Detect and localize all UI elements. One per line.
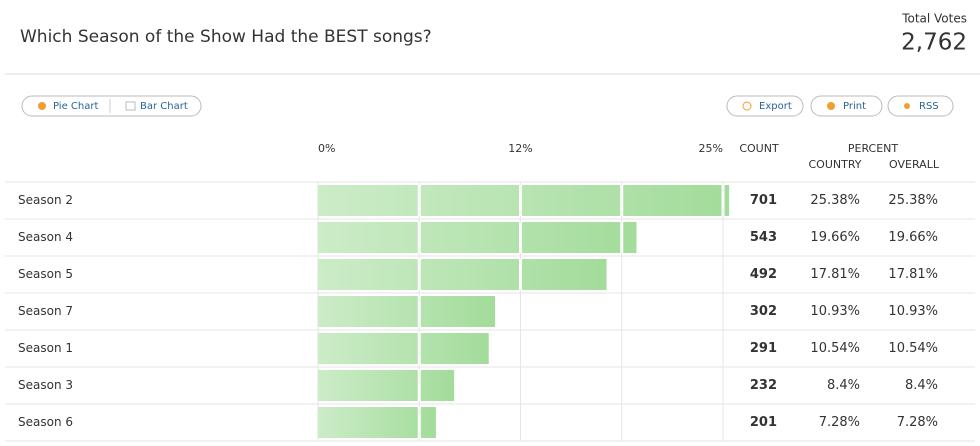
- pie-icon: [38, 102, 46, 110]
- overall-percent: 7.28%: [897, 415, 938, 430]
- total-label: Total Votes: [901, 12, 967, 26]
- x-tick-label: 12%: [508, 142, 532, 155]
- bar-icon: [125, 101, 136, 111]
- country-percent: 17.81%: [810, 267, 860, 282]
- category-label: Season 7: [18, 304, 73, 318]
- bar-sheen: [318, 185, 730, 216]
- country-percent: 10.54%: [810, 341, 860, 356]
- country-header: COUNTRY: [809, 158, 862, 171]
- poll-title: Which Season of the Show Had the BEST so…: [20, 27, 432, 47]
- bar-sheen: [318, 296, 496, 327]
- category-label: Season 6: [18, 415, 73, 429]
- bar-sheen: [318, 407, 436, 438]
- overall-percent: 17.81%: [888, 267, 938, 282]
- x-tick-label: 25%: [699, 142, 723, 155]
- bar-chart-button[interactable]: Bar Chart: [140, 101, 188, 112]
- count: 302: [750, 304, 777, 319]
- country-percent: 19.66%: [810, 230, 860, 245]
- rss-button[interactable]: RSS: [919, 101, 939, 112]
- category-label: Season 1: [18, 341, 73, 355]
- bar-sheen: [318, 333, 489, 364]
- overall-percent: 10.93%: [888, 304, 938, 319]
- count-header: COUNT: [739, 142, 779, 155]
- export-frame[interactable]: [726, 95, 804, 117]
- overall-percent: 10.54%: [888, 341, 938, 356]
- pie-chart-button[interactable]: Pie Chart: [53, 101, 98, 112]
- count: 201: [750, 415, 777, 430]
- category-label: Season 4: [18, 230, 73, 244]
- bar-sheen: [318, 259, 607, 290]
- export-button[interactable]: Export: [759, 101, 792, 112]
- country-percent: 7.28%: [819, 415, 860, 430]
- country-percent: 25.38%: [810, 193, 860, 208]
- country-percent: 8.4%: [827, 378, 860, 393]
- actions: Export Print RSS: [726, 95, 954, 117]
- print-frame[interactable]: [810, 95, 883, 117]
- overall-percent: 8.4%: [905, 378, 938, 393]
- count: 291: [750, 341, 777, 356]
- view-toggle: Pie Chart Bar Chart: [21, 95, 202, 117]
- export-icon: [742, 101, 752, 111]
- count: 701: [750, 193, 777, 208]
- bar-sheen: [318, 222, 637, 253]
- country-percent: 10.93%: [810, 304, 860, 319]
- percent-header: PERCENT: [848, 142, 899, 155]
- rss-icon: [904, 103, 910, 109]
- x-tick-label: 0%: [318, 142, 335, 155]
- count: 492: [750, 267, 777, 282]
- category-label: Season 5: [18, 267, 73, 281]
- rss-frame[interactable]: [887, 95, 954, 117]
- category-label: Season 3: [18, 378, 73, 392]
- overall-percent: 19.66%: [888, 230, 938, 245]
- bar-sheen: [318, 370, 455, 401]
- count: 543: [750, 230, 777, 245]
- overall-header: OVERALL: [889, 158, 940, 171]
- category-label: Season 2: [18, 193, 73, 207]
- count: 232: [750, 378, 777, 393]
- toggle-frame: [21, 95, 202, 117]
- total-value: 2,762: [901, 30, 967, 56]
- print-icon: [827, 102, 835, 110]
- overall-percent: 25.38%: [888, 193, 938, 208]
- print-button[interactable]: Print: [843, 101, 866, 112]
